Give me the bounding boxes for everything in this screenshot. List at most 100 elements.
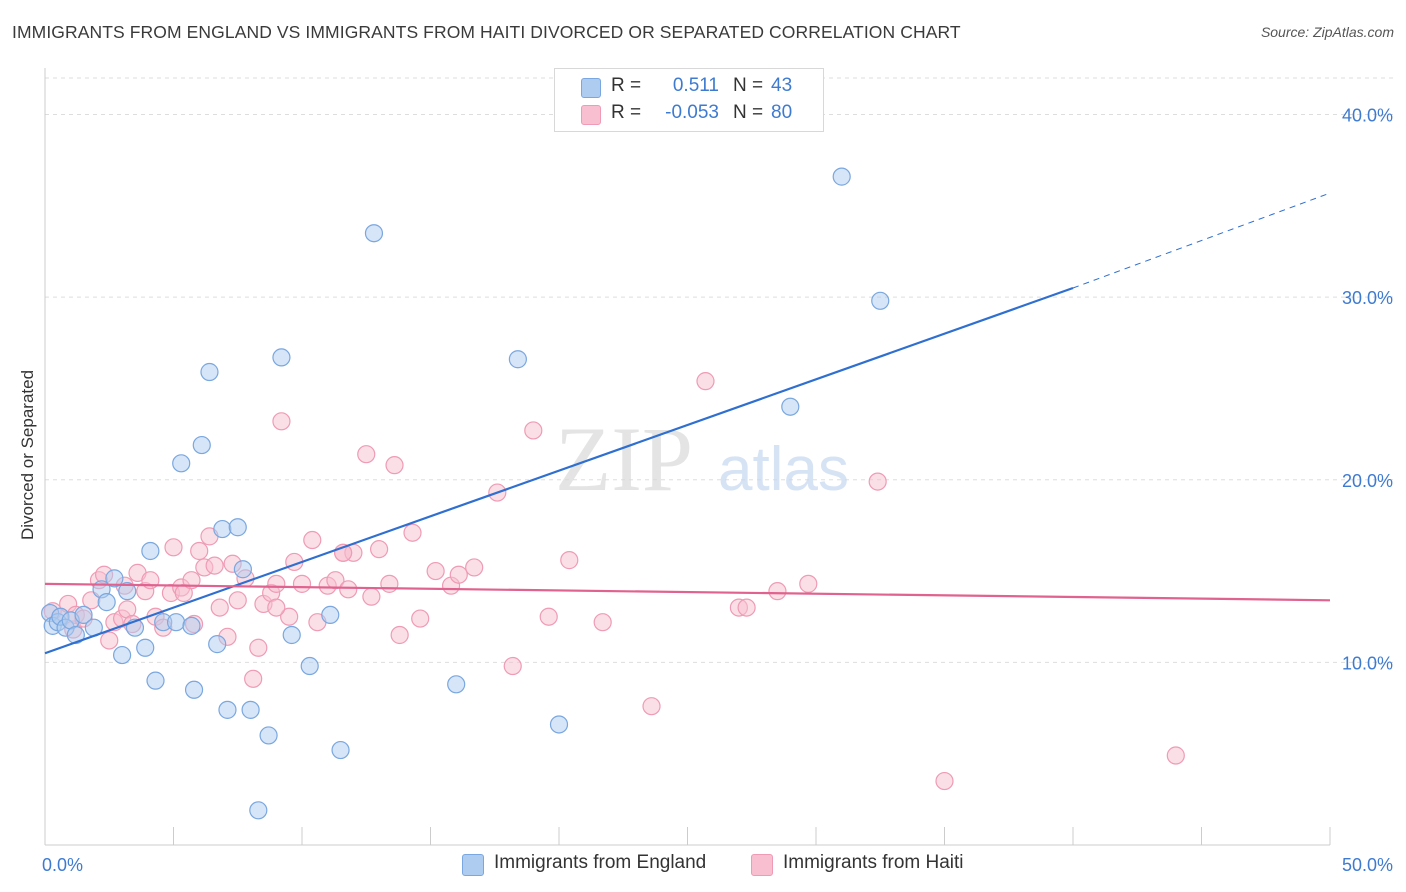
england-point-25 xyxy=(208,635,227,654)
haiti-point-73 xyxy=(868,472,887,491)
legend-row-haiti: R = -0.053 N = 80 xyxy=(555,101,823,127)
haiti-point-51 xyxy=(370,540,389,559)
bottom-haiti-label: Immigrants from Haiti xyxy=(783,852,964,873)
haiti-point-9 xyxy=(100,631,119,650)
haiti-point-67 xyxy=(642,697,661,716)
england-point-11 xyxy=(105,569,124,588)
correlation-legend: R = 0.511 N = 43 R = -0.053 N = 80 xyxy=(554,68,824,132)
bottom-legend-haiti[interactable]: Immigrants from Haiti xyxy=(751,852,991,876)
haiti-point-34 xyxy=(249,638,268,657)
england-point-30 xyxy=(241,700,260,719)
haiti-point-39 xyxy=(280,607,299,626)
england-n-value: 43 xyxy=(771,75,793,96)
england-points xyxy=(41,167,890,820)
haiti-point-38 xyxy=(272,412,291,431)
england-point-24 xyxy=(200,362,219,382)
haiti-point-63 xyxy=(524,421,543,440)
england-point-31 xyxy=(249,801,268,820)
england-point-43 xyxy=(832,167,851,186)
axes xyxy=(44,68,1331,846)
england-point-40 xyxy=(508,350,527,369)
chart-source: Source: ZipAtlas.com xyxy=(1260,24,1394,40)
haiti-point-75 xyxy=(1166,746,1185,765)
england-point-10 xyxy=(97,593,116,612)
haiti-point-72 xyxy=(799,574,818,593)
england-point-44 xyxy=(871,291,890,310)
england-point-42 xyxy=(781,397,800,416)
england-trend-extension xyxy=(1072,192,1331,289)
haiti-point-20 xyxy=(164,538,183,557)
haiti-point-66 xyxy=(593,613,612,632)
england-point-26 xyxy=(213,519,232,539)
watermark-atlas: atlas xyxy=(718,435,849,504)
england-point-15 xyxy=(136,638,155,657)
england-point-36 xyxy=(321,605,340,625)
haiti-point-64 xyxy=(539,607,558,626)
haiti-point-47 xyxy=(339,580,358,599)
haiti-trend-line xyxy=(44,582,1331,602)
haiti-point-55 xyxy=(403,523,422,542)
haiti-point-33 xyxy=(244,669,263,688)
haiti-point-31 xyxy=(228,591,247,610)
y-tick-label-3: 40.0% xyxy=(1342,106,1393,126)
bottom-england-label: Immigrants from England xyxy=(494,852,707,873)
england-point-17 xyxy=(146,671,165,690)
bottom-england-swatch xyxy=(462,854,484,876)
haiti-swatch xyxy=(581,105,601,125)
england-point-41 xyxy=(549,715,569,734)
england-swatch xyxy=(581,78,601,98)
trend-lines xyxy=(44,192,1331,655)
haiti-point-57 xyxy=(426,561,445,581)
haiti-point-60 xyxy=(465,558,484,577)
haiti-point-45 xyxy=(326,571,345,590)
bottom-haiti-swatch xyxy=(751,854,773,876)
haiti-point-54 xyxy=(390,625,409,645)
england-r-label: R = xyxy=(611,75,642,96)
england-point-35 xyxy=(300,656,319,676)
haiti-point-59 xyxy=(449,565,468,584)
haiti-point-53 xyxy=(385,456,404,475)
england-point-22 xyxy=(184,680,204,699)
haiti-n-value: 80 xyxy=(771,102,793,123)
haiti-point-70 xyxy=(737,598,756,617)
england-point-6 xyxy=(66,625,85,645)
x-tick-label-1: 50.0% xyxy=(1342,855,1393,875)
haiti-point-41 xyxy=(292,574,312,593)
england-point-12 xyxy=(112,645,132,665)
england-point-29 xyxy=(233,560,252,579)
y-tick-label-2: 30.0% xyxy=(1342,288,1393,308)
bottom-legend-england[interactable]: Immigrants from England xyxy=(462,852,732,876)
england-point-32 xyxy=(259,726,278,745)
haiti-point-56 xyxy=(411,609,430,628)
haiti-point-74 xyxy=(935,771,954,791)
chart-title: IMMIGRANTS FROM ENGLAND VS IMMIGRANTS FR… xyxy=(12,22,961,42)
england-point-28 xyxy=(228,518,247,537)
tick-labels: 10.0% 20.0% 30.0% 40.0% 0.0% 50.0% xyxy=(42,106,1393,875)
y-tick-label-1: 20.0% xyxy=(1342,471,1393,491)
x-tick-label-0: 0.0% xyxy=(42,855,83,875)
haiti-point-24 xyxy=(190,541,209,561)
england-r-value: 0.511 xyxy=(672,75,719,96)
haiti-n-label: N = xyxy=(733,102,764,123)
haiti-point-28 xyxy=(210,598,229,617)
haiti-point-27 xyxy=(205,556,224,575)
england-point-16 xyxy=(141,541,160,561)
england-point-39 xyxy=(447,675,466,694)
legend-row-england: R = 0.511 N = 43 xyxy=(555,74,823,100)
haiti-point-42 xyxy=(303,530,322,550)
england-point-27 xyxy=(218,700,237,719)
england-point-33 xyxy=(272,348,291,367)
england-point-7 xyxy=(74,605,93,625)
haiti-point-65 xyxy=(560,551,579,570)
watermark-zip: ZIP xyxy=(555,408,693,510)
haiti-point-50 xyxy=(362,587,381,606)
haiti-point-68 xyxy=(696,372,715,391)
haiti-r-value: -0.053 xyxy=(665,102,719,123)
haiti-point-49 xyxy=(357,445,376,464)
england-point-13 xyxy=(118,582,137,601)
england-point-21 xyxy=(182,616,201,635)
y-axis-label: Divorced or Separated xyxy=(18,370,37,540)
england-point-34 xyxy=(282,625,301,645)
haiti-point-78 xyxy=(267,598,286,617)
